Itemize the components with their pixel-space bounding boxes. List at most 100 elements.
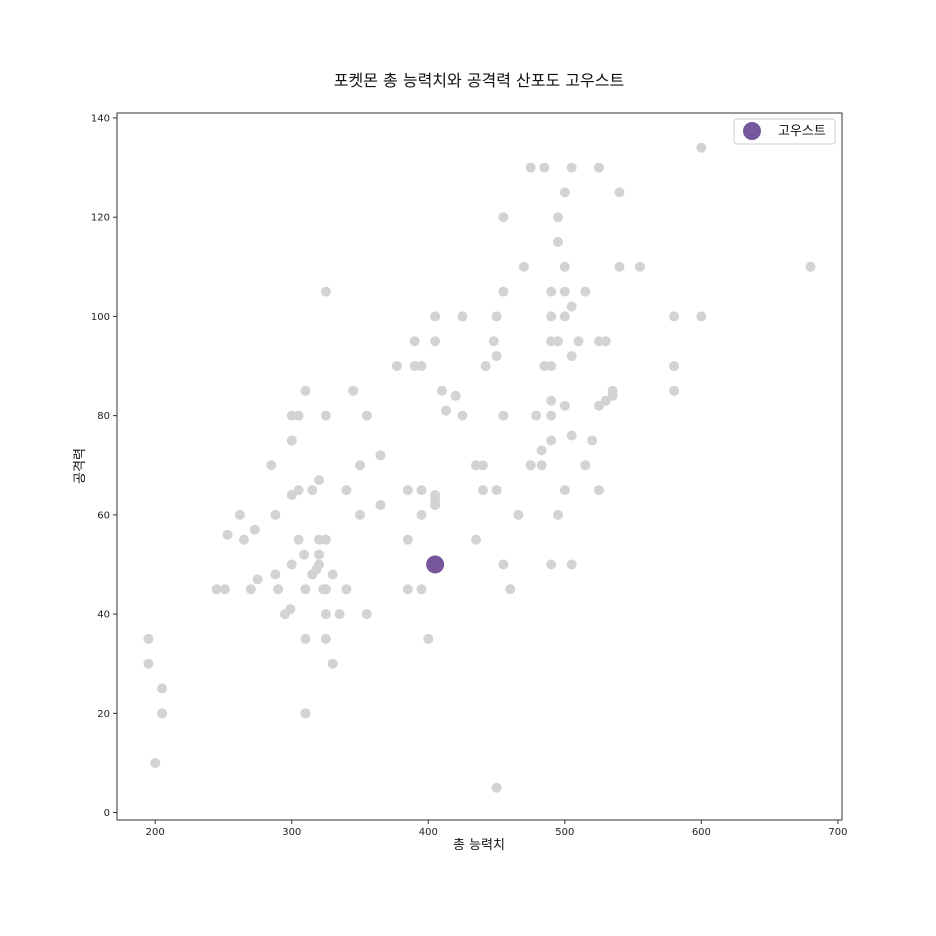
data-point: [375, 499, 386, 510]
data-point: [402, 534, 413, 545]
data-point: [539, 162, 550, 173]
data-point: [480, 361, 491, 372]
data-point: [457, 311, 468, 322]
data-point: [553, 509, 564, 520]
x-axis-title: 총 능력치: [453, 838, 505, 853]
data-point: [513, 509, 524, 520]
highlight-point: [426, 555, 445, 574]
data-point: [457, 410, 468, 421]
data-point: [546, 559, 557, 570]
data-point: [491, 311, 502, 322]
y-tick-label: 40: [97, 610, 110, 621]
data-point: [143, 633, 154, 644]
y-tick-label: 140: [91, 113, 110, 124]
data-point: [430, 311, 441, 322]
data-point: [391, 361, 402, 372]
legend: 고우스트: [733, 118, 836, 145]
data-point: [607, 390, 618, 401]
data-point: [634, 261, 645, 272]
data-point: [573, 336, 584, 347]
x-tick-label: 200: [146, 827, 165, 838]
data-point: [402, 584, 413, 595]
data-point: [669, 361, 680, 372]
background-points: [143, 142, 816, 793]
data-point: [566, 430, 577, 441]
data-point: [436, 385, 447, 396]
data-point: [559, 286, 570, 297]
data-point: [505, 584, 516, 595]
data-point: [566, 351, 577, 362]
data-point: [559, 311, 570, 322]
data-point: [525, 460, 536, 471]
data-point: [600, 336, 611, 347]
data-point: [300, 708, 311, 719]
data-point: [307, 485, 318, 496]
y-tick-label: 60: [97, 510, 110, 521]
data-point: [293, 534, 304, 545]
data-point: [553, 236, 564, 247]
data-point: [430, 499, 441, 510]
x-tick-label: 300: [282, 827, 301, 838]
data-point: [566, 301, 577, 312]
data-point: [334, 609, 345, 620]
data-point: [361, 609, 372, 620]
data-point: [252, 574, 263, 585]
data-point: [498, 410, 509, 421]
data-point: [157, 708, 168, 719]
data-point: [273, 584, 284, 595]
data-point: [587, 435, 598, 446]
data-point: [348, 385, 359, 396]
data-point: [320, 286, 331, 297]
data-point: [614, 187, 625, 198]
data-point: [300, 633, 311, 644]
x-tick-label: 700: [828, 827, 847, 838]
data-point: [536, 445, 547, 456]
data-point: [477, 460, 488, 471]
x-tick-label: 400: [419, 827, 438, 838]
data-point: [270, 509, 281, 520]
data-point: [300, 584, 311, 595]
data-point: [580, 286, 591, 297]
legend-label: 고우스트: [778, 124, 826, 139]
data-point: [559, 485, 570, 496]
data-point: [416, 584, 427, 595]
data-point: [320, 584, 331, 595]
data-point: [355, 509, 366, 520]
data-point: [320, 534, 331, 545]
data-point: [238, 534, 249, 545]
y-tick-label: 80: [97, 411, 110, 422]
data-point: [157, 683, 168, 694]
data-point: [300, 385, 311, 396]
data-point: [320, 609, 331, 620]
data-point: [491, 782, 502, 793]
data-point: [559, 187, 570, 198]
data-point: [559, 400, 570, 411]
data-point: [341, 584, 352, 595]
data-point: [593, 485, 604, 496]
data-point: [416, 361, 427, 372]
data-point: [518, 261, 529, 272]
data-point: [211, 584, 222, 595]
data-point: [498, 212, 509, 223]
x-tick-label: 600: [692, 827, 711, 838]
data-point: [286, 435, 297, 446]
data-point: [546, 311, 557, 322]
data-point: [285, 604, 296, 615]
data-point: [614, 261, 625, 272]
data-point: [219, 584, 230, 595]
data-point: [471, 534, 482, 545]
data-point: [222, 529, 233, 540]
x-tick-label: 500: [555, 827, 574, 838]
data-point: [546, 435, 557, 446]
data-point: [402, 485, 413, 496]
data-point: [580, 460, 591, 471]
data-point: [536, 460, 547, 471]
data-point: [416, 485, 427, 496]
y-axis-title: 공격력: [73, 448, 88, 484]
y-tick-label: 0: [104, 808, 110, 819]
data-point: [249, 524, 260, 535]
y-tick-label: 20: [97, 709, 110, 720]
chart-title: 포켓몬 총 능력치와 공격력 산포도 고우스트: [334, 71, 624, 90]
data-point: [805, 261, 816, 272]
